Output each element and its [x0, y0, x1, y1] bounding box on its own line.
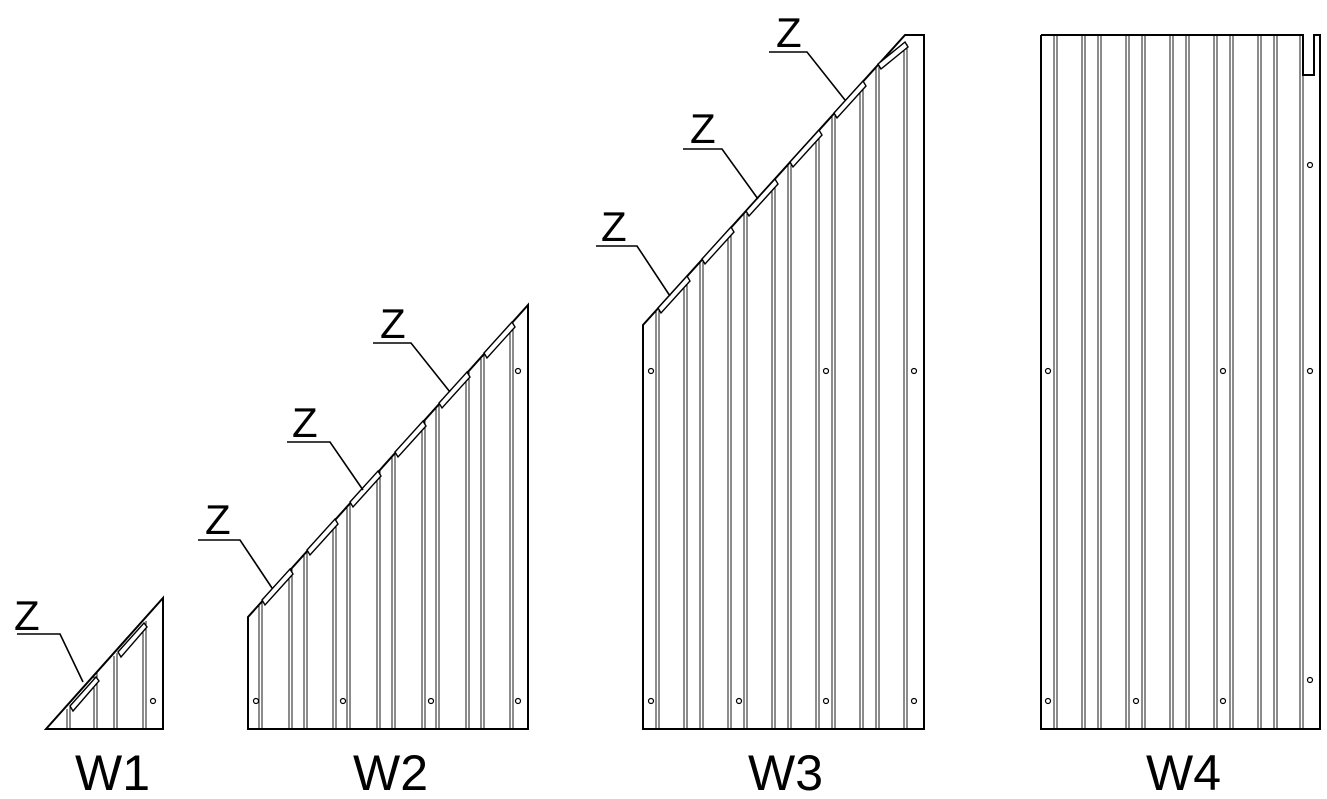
panel-w2-z-callout-2: Z	[287, 399, 364, 491]
panel-w3-outline	[642, 34, 925, 730]
panel-w3-ribs	[655, 44, 908, 729]
panel-w3-label: W3	[748, 745, 823, 799]
panel-w2-z-callout-1: Z	[198, 496, 273, 589]
panel-w1-z-label: Z	[14, 592, 40, 639]
panel-w2-outline	[247, 302, 529, 730]
panel-w2-z-label-1: Z	[205, 496, 231, 543]
panel-w2-holes	[252, 367, 522, 705]
panel-w3: Z Z Z W3	[596, 9, 925, 799]
panel-w4-holes	[1044, 161, 1314, 705]
panel-w1: Z W1	[14, 592, 164, 799]
panel-w2-ribs	[258, 322, 514, 729]
panel-w3-z-callout-1: Z	[596, 203, 671, 297]
panel-w1-hole	[149, 697, 157, 705]
panel-w3-z-label-1: Z	[601, 203, 627, 250]
panel-w4-label: W4	[1146, 745, 1221, 799]
panel-w3-holes	[647, 367, 918, 705]
panel-w3-z-label-3: Z	[776, 9, 802, 56]
panel-w3-z-label-2: Z	[690, 105, 716, 152]
panel-w3-z-callout-3: Z	[769, 9, 846, 101]
panel-w1-z-callout: Z	[14, 592, 84, 683]
panel-w2-slots	[261, 320, 516, 607]
panel-w2: Z Z Z W2	[198, 300, 529, 799]
panel-w1-slots	[69, 621, 148, 713]
panel-w4: W4	[1040, 34, 1321, 799]
panel-w3-z-callout-2: Z	[683, 105, 759, 200]
panel-w3-slots	[657, 40, 909, 315]
panel-w1-outline	[43, 595, 164, 730]
panel-w2-label: W2	[353, 745, 428, 799]
panel-w1-label: W1	[75, 745, 150, 799]
panel-w4-outline	[1040, 34, 1321, 730]
panel-w2-z-callout-3: Z	[373, 300, 451, 393]
panel-w2-z-label-3: Z	[380, 300, 406, 347]
panel-w2-z-label-2: Z	[292, 399, 318, 446]
panel-w4-ribs	[1053, 35, 1304, 729]
